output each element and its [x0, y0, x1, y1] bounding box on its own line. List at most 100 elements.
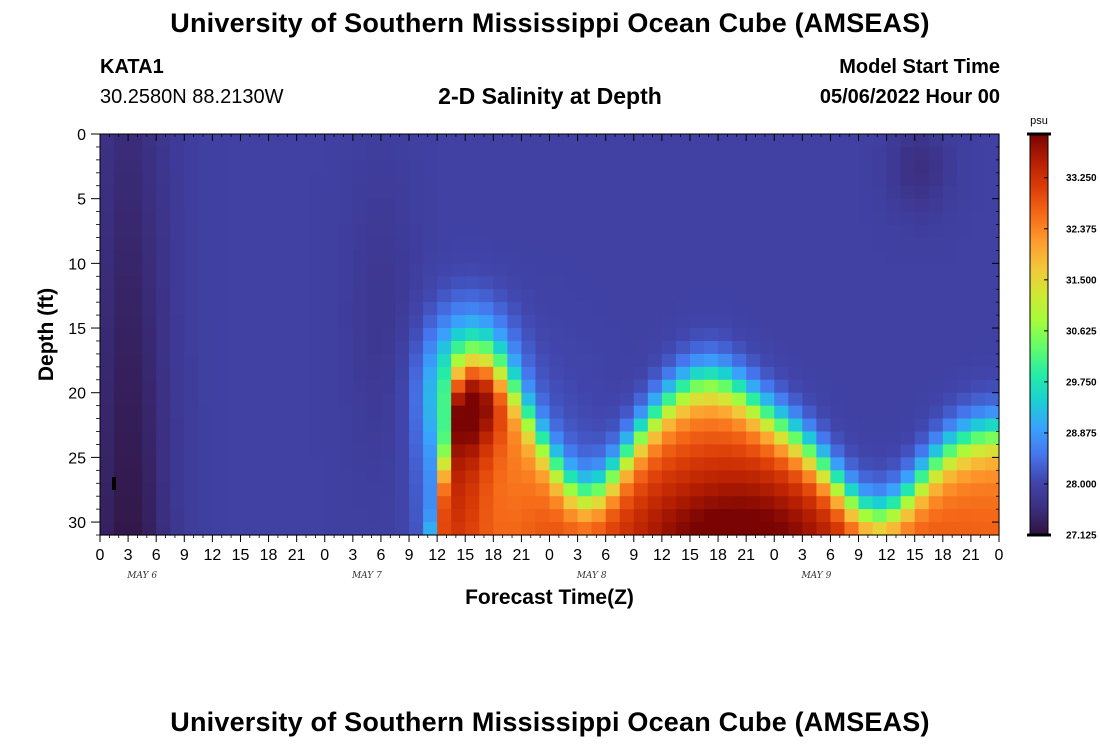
heatmap-cell [380, 172, 396, 187]
heatmap-cell [970, 146, 986, 161]
heatmap-cell [802, 134, 817, 148]
heatmap-cell [114, 211, 129, 226]
heatmap-cell [886, 522, 902, 536]
heatmap-cell [872, 340, 888, 355]
heatmap-cell [338, 198, 354, 213]
heatmap-cell [128, 172, 143, 187]
heatmap-cell [254, 418, 270, 433]
heatmap-cell [942, 405, 958, 420]
heatmap-cell [633, 211, 649, 226]
heatmap-cell [507, 159, 523, 174]
x-tick-label: 0 [545, 547, 554, 564]
heatmap-cell [886, 496, 902, 510]
heatmap-cell [577, 224, 593, 239]
heatmap-cell [338, 263, 354, 277]
heatmap-cell [240, 289, 256, 303]
heatmap-cell [423, 431, 438, 446]
heatmap-cell [816, 172, 832, 187]
heatmap-cell [689, 431, 705, 446]
heatmap-cell [633, 340, 649, 355]
heatmap-cell [689, 315, 705, 329]
heatmap-cell [156, 276, 171, 290]
heatmap-cell [184, 198, 199, 213]
x-tick-label: 12 [653, 547, 671, 564]
heatmap-cell [170, 496, 185, 510]
heatmap-cell [746, 444, 761, 458]
heatmap-cell [226, 431, 242, 446]
heatmap-cell [549, 146, 565, 161]
heatmap-cell [956, 328, 972, 342]
data-marker [112, 477, 116, 490]
heatmap-cell [942, 522, 958, 536]
heatmap-cell [212, 457, 228, 471]
heatmap-cell [268, 496, 284, 510]
heatmap-cell [394, 392, 410, 407]
heatmap-cell [675, 263, 691, 277]
heatmap-cell [226, 315, 242, 329]
heatmap-cell [928, 159, 944, 174]
heatmap-cell [633, 431, 649, 446]
heatmap-cell [100, 263, 115, 277]
heatmap-cell [900, 496, 916, 510]
heatmap-cell [549, 366, 565, 381]
heatmap-cell [872, 276, 888, 290]
heatmap-cell [338, 392, 354, 407]
heatmap-cell [521, 353, 537, 368]
heatmap-cell [394, 224, 410, 239]
heatmap-cell [156, 379, 171, 394]
heatmap-cell [858, 470, 874, 484]
heatmap-cell [338, 224, 354, 239]
heatmap-cell [689, 146, 705, 161]
heatmap-cell [956, 431, 972, 446]
heatmap-cell [156, 509, 171, 523]
heatmap-cell [282, 405, 298, 420]
heatmap-cell [591, 263, 607, 277]
heatmap-cell [240, 146, 256, 161]
heatmap-cell [900, 146, 916, 161]
heatmap-cell [704, 250, 719, 264]
heatmap-cell [661, 172, 677, 187]
heatmap-cell [591, 134, 607, 148]
heatmap-cell [394, 405, 410, 420]
x-date-label: MAY 7 [351, 571, 382, 581]
x-tick-label: 3 [348, 547, 357, 564]
heatmap-cell [493, 353, 508, 368]
heatmap-cell [760, 302, 775, 316]
heatmap-cell [268, 509, 284, 523]
heatmap-cell [142, 134, 157, 148]
heatmap-cell [577, 366, 593, 381]
heatmap-cell [310, 470, 326, 484]
heatmap-cell [900, 522, 916, 536]
heatmap-cell [760, 146, 775, 161]
heatmap-cell [198, 146, 213, 161]
heatmap-cell [282, 418, 298, 433]
heatmap-cell [394, 146, 410, 161]
heatmap-cell [212, 379, 228, 394]
heatmap-cell [675, 340, 691, 355]
heatmap-cell [394, 276, 410, 290]
heatmap-cell [675, 276, 691, 290]
heatmap-cell [282, 276, 298, 290]
heatmap-cell [282, 366, 298, 381]
heatmap-cell [282, 172, 298, 187]
heatmap-cell [296, 418, 312, 433]
heatmap-cell [942, 159, 958, 174]
heatmap-cell [970, 509, 986, 523]
heatmap-cell [268, 366, 284, 381]
heatmap-cell [788, 405, 803, 420]
heatmap-cell [324, 134, 340, 148]
heatmap-cells [100, 134, 1000, 536]
heatmap-cell [647, 418, 663, 433]
heatmap-cell [479, 496, 494, 510]
heatmap-cell [830, 159, 846, 174]
heatmap-cell [142, 457, 157, 471]
heatmap-cell [760, 211, 775, 226]
heatmap-cell [128, 470, 143, 484]
heatmap-cell [732, 250, 747, 264]
heatmap-cell [704, 172, 719, 187]
heatmap-cell [914, 237, 930, 252]
heatmap-cell [170, 405, 185, 420]
heatmap-cell [170, 289, 185, 303]
heatmap-cell [493, 237, 508, 252]
heatmap-cell [409, 263, 424, 277]
